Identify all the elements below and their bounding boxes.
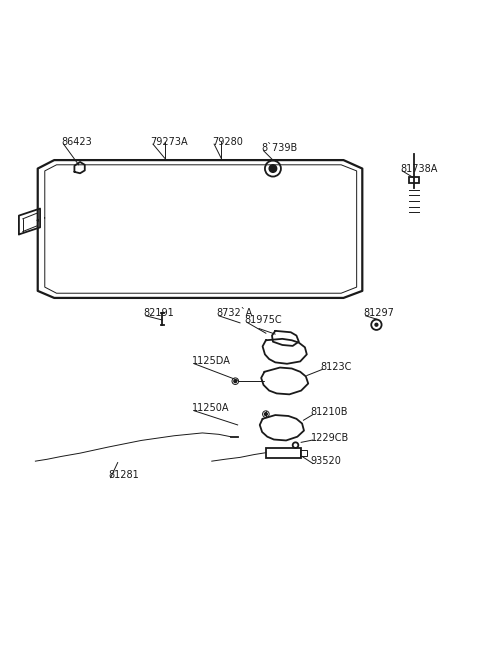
Text: 79280: 79280 <box>212 137 243 147</box>
Text: 81297: 81297 <box>363 308 394 319</box>
Text: 8732`A: 8732`A <box>216 308 253 319</box>
Text: 81210B: 81210B <box>311 407 348 417</box>
Text: 86423: 86423 <box>61 137 92 147</box>
Bar <box>300 450 307 455</box>
Circle shape <box>264 413 267 415</box>
Text: 1229CB: 1229CB <box>311 432 349 443</box>
Text: 8`739B: 8`739B <box>261 143 298 153</box>
Circle shape <box>269 165 276 172</box>
Bar <box>409 177 419 183</box>
Text: 81281: 81281 <box>108 470 139 480</box>
Circle shape <box>234 380 237 382</box>
Text: 82191: 82191 <box>144 308 174 319</box>
Text: 81975C: 81975C <box>245 315 282 325</box>
Circle shape <box>375 323 378 326</box>
Bar <box>266 447 301 458</box>
Text: 79273A: 79273A <box>151 137 188 147</box>
Text: 93520: 93520 <box>311 456 341 466</box>
Text: 81738A: 81738A <box>400 164 437 173</box>
Text: 8123C: 8123C <box>320 362 351 372</box>
Text: 11250A: 11250A <box>192 403 229 413</box>
Text: 1125DA: 1125DA <box>192 357 231 367</box>
